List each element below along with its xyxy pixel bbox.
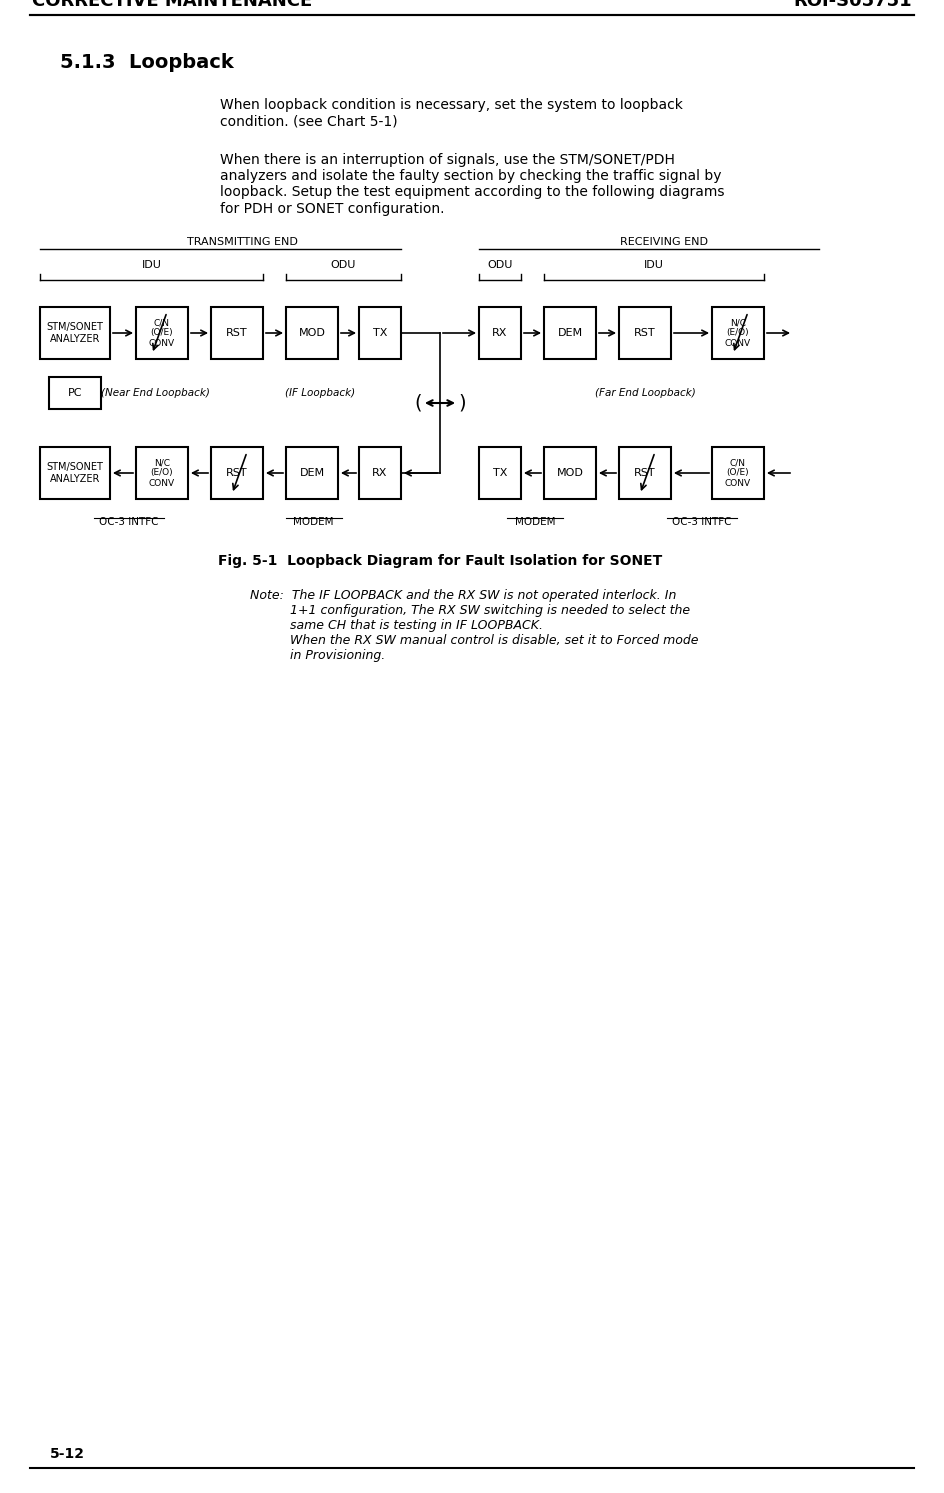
Text: MOD: MOD: [298, 328, 326, 337]
Text: RST: RST: [227, 467, 248, 478]
Bar: [286, 446, 338, 499]
Text: When loopback condition is necessary, set the system to loopback
condition. (see: When loopback condition is necessary, se…: [220, 99, 683, 128]
Text: C/N
(O/E)
CONV: C/N (O/E) CONV: [149, 318, 175, 348]
Text: ROI-S05751: ROI-S05751: [793, 0, 912, 10]
Text: 5-12: 5-12: [50, 1447, 85, 1462]
Bar: [286, 308, 338, 358]
Bar: [619, 446, 671, 499]
Bar: [544, 308, 596, 358]
Bar: [479, 446, 521, 499]
Text: TRANSMITTING END: TRANSMITTING END: [187, 237, 298, 246]
Text: OC-3 INTFC: OC-3 INTFC: [99, 517, 159, 527]
Text: MODEM: MODEM: [294, 517, 334, 527]
Text: PC: PC: [68, 388, 82, 399]
Bar: [40, 446, 110, 499]
Bar: [712, 308, 764, 358]
Bar: [619, 308, 671, 358]
Text: MODEM: MODEM: [514, 517, 555, 527]
Text: ODU: ODU: [330, 260, 356, 270]
Text: STM/SONET
ANALYZER: STM/SONET ANALYZER: [46, 322, 104, 343]
Text: N/C
(E/O)
CONV: N/C (E/O) CONV: [149, 458, 175, 488]
Bar: [211, 308, 263, 358]
Text: (IF Loopback): (IF Loopback): [285, 388, 355, 399]
Text: RST: RST: [227, 328, 248, 337]
Text: RX: RX: [493, 328, 508, 337]
Text: ODU: ODU: [487, 260, 513, 270]
Text: RECEIVING END: RECEIVING END: [620, 237, 708, 246]
Text: MOD: MOD: [557, 467, 583, 478]
Text: TX: TX: [373, 328, 387, 337]
Text: IDU: IDU: [644, 260, 664, 270]
Text: RST: RST: [634, 467, 656, 478]
Text: 5.1.3  Loopback: 5.1.3 Loopback: [60, 52, 234, 72]
Text: IDU: IDU: [142, 260, 161, 270]
Text: RST: RST: [634, 328, 656, 337]
Bar: [136, 308, 188, 358]
Text: C/N
(O/E)
CONV: C/N (O/E) CONV: [725, 458, 751, 488]
Bar: [40, 308, 110, 358]
Text: TX: TX: [493, 467, 507, 478]
Bar: [359, 308, 401, 358]
Text: Note:  The IF LOOPBACK and the RX SW is not operated interlock. In
          1+1: Note: The IF LOOPBACK and the RX SW is n…: [250, 590, 699, 661]
Bar: [712, 446, 764, 499]
Text: STM/SONET
ANALYZER: STM/SONET ANALYZER: [46, 463, 104, 484]
Text: CORRECTIVE MAINTENANCE: CORRECTIVE MAINTENANCE: [32, 0, 312, 10]
Text: OC-3 INTFC: OC-3 INTFC: [672, 517, 732, 527]
Bar: [136, 446, 188, 499]
Bar: [49, 378, 101, 409]
Text: When there is an interruption of signals, use the STM/SONET/PDH
analyzers and is: When there is an interruption of signals…: [220, 152, 724, 215]
Text: (: (: [414, 394, 422, 412]
Bar: [211, 446, 263, 499]
Text: DEM: DEM: [299, 467, 325, 478]
Text: RX: RX: [372, 467, 388, 478]
Text: (Near End Loopback): (Near End Loopback): [101, 388, 210, 399]
Bar: [479, 308, 521, 358]
Text: ): ): [458, 394, 465, 412]
Text: DEM: DEM: [558, 328, 582, 337]
Bar: [359, 446, 401, 499]
Text: Fig. 5-1  Loopback Diagram for Fault Isolation for SONET: Fig. 5-1 Loopback Diagram for Fault Isol…: [218, 554, 662, 567]
Text: N/C
(E/O)
CONV: N/C (E/O) CONV: [725, 318, 751, 348]
Bar: [544, 446, 596, 499]
Text: (Far End Loopback): (Far End Loopback): [595, 388, 696, 399]
